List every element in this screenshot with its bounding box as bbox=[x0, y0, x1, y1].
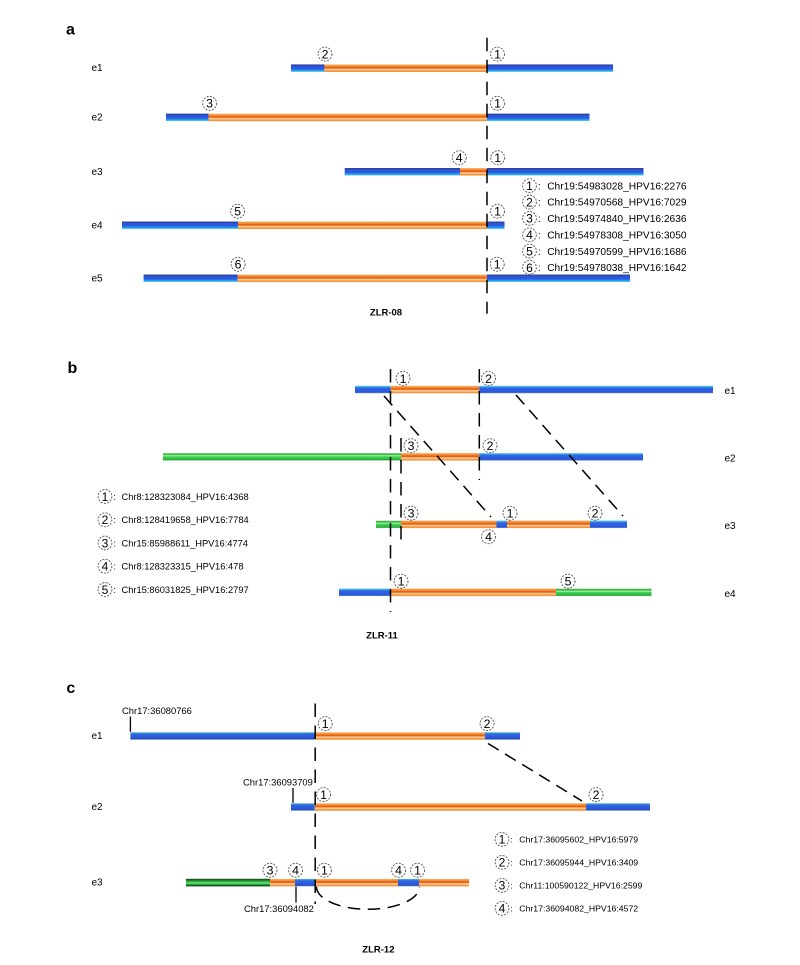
svg-text:1: 1 bbox=[398, 575, 405, 589]
svg-text:Chr17:36095944_HPV16:3409: Chr17:36095944_HPV16:3409 bbox=[519, 858, 638, 868]
svg-text::: : bbox=[510, 904, 512, 914]
svg-text:c: c bbox=[66, 680, 75, 697]
svg-text::: : bbox=[113, 492, 116, 502]
svg-text:e1: e1 bbox=[92, 731, 104, 742]
svg-text:2: 2 bbox=[592, 507, 599, 521]
svg-text:Chr19:54974840_HPV16:2636: Chr19:54974840_HPV16:2636 bbox=[547, 214, 687, 225]
svg-text:Chr19:54978038_HPV16:1642: Chr19:54978038_HPV16:1642 bbox=[547, 263, 687, 274]
svg-text::: : bbox=[113, 562, 116, 572]
svg-text::: : bbox=[113, 515, 116, 525]
svg-text:1: 1 bbox=[494, 48, 501, 62]
svg-text:6: 6 bbox=[235, 258, 242, 272]
svg-text:e2: e2 bbox=[92, 112, 104, 123]
svg-text::: : bbox=[538, 230, 541, 241]
svg-text:1: 1 bbox=[494, 151, 501, 165]
svg-text::: : bbox=[113, 585, 116, 595]
svg-text:4: 4 bbox=[102, 560, 109, 574]
svg-text::: : bbox=[538, 198, 541, 209]
svg-text:3: 3 bbox=[408, 439, 415, 453]
svg-text:2: 2 bbox=[487, 439, 494, 453]
svg-text:a: a bbox=[66, 22, 75, 39]
svg-text:1: 1 bbox=[321, 864, 328, 878]
svg-text:Chr17:36095602_HPV16:5979: Chr17:36095602_HPV16:5979 bbox=[519, 835, 638, 845]
svg-text:1: 1 bbox=[526, 179, 533, 193]
svg-text:3: 3 bbox=[499, 879, 506, 893]
svg-text:4: 4 bbox=[456, 151, 463, 165]
svg-text:Chr17:36093709: Chr17:36093709 bbox=[243, 776, 313, 787]
svg-text:e1: e1 bbox=[725, 386, 737, 397]
svg-text:Chr19:54983028_HPV16:2276: Chr19:54983028_HPV16:2276 bbox=[547, 181, 687, 192]
svg-text::: : bbox=[538, 263, 541, 274]
svg-text::: : bbox=[538, 214, 541, 225]
svg-text:5: 5 bbox=[526, 244, 533, 258]
svg-text::: : bbox=[510, 835, 512, 845]
svg-text:ZLR-12: ZLR-12 bbox=[362, 944, 394, 955]
svg-text:Chr19:54970568_HPV16:7029: Chr19:54970568_HPV16:7029 bbox=[547, 198, 687, 209]
svg-text:2: 2 bbox=[485, 372, 492, 386]
svg-text:4: 4 bbox=[499, 902, 506, 916]
svg-text:1: 1 bbox=[322, 717, 329, 731]
svg-text::: : bbox=[510, 881, 512, 891]
svg-text:1: 1 bbox=[400, 372, 407, 386]
svg-text:e2: e2 bbox=[92, 802, 104, 813]
svg-text:Chr17:36094082: Chr17:36094082 bbox=[244, 903, 314, 914]
svg-text:e3: e3 bbox=[92, 167, 104, 178]
svg-text:4: 4 bbox=[292, 864, 299, 878]
svg-text:e5: e5 bbox=[92, 273, 104, 284]
svg-text:1: 1 bbox=[507, 507, 514, 521]
svg-text:b: b bbox=[68, 360, 78, 377]
svg-text:3: 3 bbox=[102, 536, 109, 550]
svg-text:ZLR-08: ZLR-08 bbox=[370, 308, 402, 319]
svg-text:6: 6 bbox=[526, 261, 533, 275]
svg-text:Chr19:54970599_HPV16:1686: Chr19:54970599_HPV16:1686 bbox=[547, 247, 687, 258]
svg-text:4: 4 bbox=[485, 530, 492, 544]
svg-text:e4: e4 bbox=[92, 220, 104, 231]
svg-text:5: 5 bbox=[565, 575, 572, 589]
svg-text::: : bbox=[538, 247, 541, 258]
svg-text:2: 2 bbox=[484, 717, 491, 731]
svg-text:2: 2 bbox=[322, 48, 329, 62]
svg-text:3: 3 bbox=[206, 97, 213, 111]
svg-text:1: 1 bbox=[494, 258, 501, 272]
svg-text:1: 1 bbox=[494, 97, 501, 111]
svg-text:4: 4 bbox=[526, 228, 533, 242]
svg-text:1: 1 bbox=[102, 490, 109, 504]
svg-text:e4: e4 bbox=[725, 589, 737, 600]
svg-text:3: 3 bbox=[526, 212, 533, 226]
svg-text:2: 2 bbox=[102, 513, 109, 527]
svg-text:Chr8:128323084_HPV16:4368: Chr8:128323084_HPV16:4368 bbox=[122, 492, 249, 502]
svg-text::: : bbox=[113, 538, 116, 548]
svg-text:Chr17:36094082_HPV16:4572: Chr17:36094082_HPV16:4572 bbox=[519, 904, 638, 914]
svg-text:Chr11:100590122_HPV16:2599: Chr11:100590122_HPV16:2599 bbox=[519, 881, 642, 891]
svg-text:1: 1 bbox=[494, 205, 501, 219]
svg-text::: : bbox=[538, 181, 541, 192]
svg-text:5: 5 bbox=[102, 583, 109, 597]
svg-text:Chr15:85988611_HPV16:4774: Chr15:85988611_HPV16:4774 bbox=[122, 538, 248, 548]
svg-text:e2: e2 bbox=[725, 453, 737, 464]
svg-text:ZLR-11: ZLR-11 bbox=[366, 631, 398, 642]
svg-text:2: 2 bbox=[499, 856, 506, 870]
svg-text:Chr8:128323315_HPV16:478: Chr8:128323315_HPV16:478 bbox=[122, 562, 244, 572]
svg-text:Chr19:54978308_HPV16:3050: Chr19:54978308_HPV16:3050 bbox=[547, 230, 687, 241]
svg-text:1: 1 bbox=[414, 864, 421, 878]
svg-text:2: 2 bbox=[526, 195, 533, 209]
svg-text:3: 3 bbox=[408, 507, 415, 521]
svg-text:e3: e3 bbox=[92, 878, 104, 889]
svg-text:5: 5 bbox=[234, 205, 241, 219]
svg-text:e3: e3 bbox=[725, 521, 737, 532]
svg-text:1: 1 bbox=[320, 788, 327, 802]
svg-text:3: 3 bbox=[267, 864, 274, 878]
svg-text::: : bbox=[510, 858, 512, 868]
svg-text:Chr8:128419658_HPV16:7784: Chr8:128419658_HPV16:7784 bbox=[122, 515, 249, 525]
svg-text:e1: e1 bbox=[92, 63, 104, 74]
svg-text:4: 4 bbox=[395, 864, 402, 878]
svg-text:2: 2 bbox=[593, 788, 600, 802]
svg-text:Chr17:36080766: Chr17:36080766 bbox=[122, 705, 192, 716]
svg-text:1: 1 bbox=[499, 833, 506, 847]
svg-text:Chr15:86031825_HPV16:2797: Chr15:86031825_HPV16:2797 bbox=[122, 585, 249, 595]
